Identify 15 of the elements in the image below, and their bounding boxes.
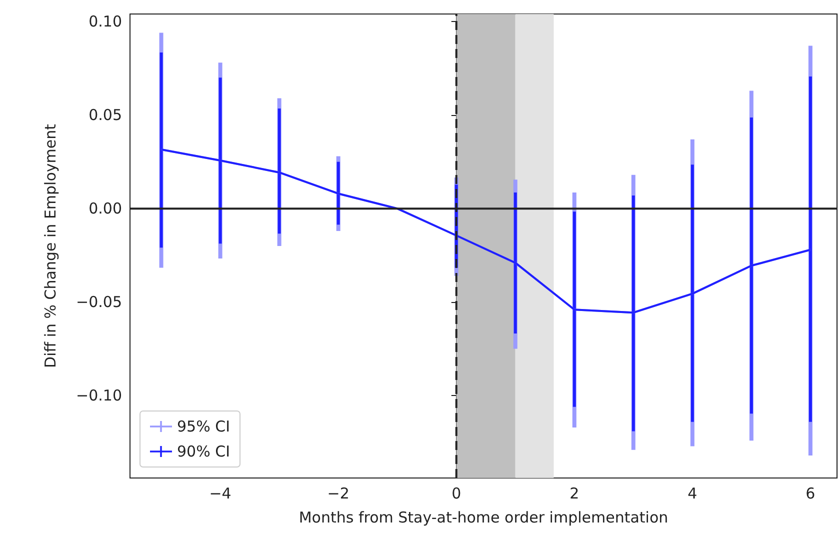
- x-tick-label: 6: [806, 484, 816, 502]
- x-tick-label: 0: [452, 484, 462, 502]
- x-tick-label: 2: [570, 484, 580, 502]
- y-tick-label: 0.05: [88, 106, 122, 124]
- y-tick-label: −0.05: [76, 293, 122, 312]
- legend-label: 90% CI: [177, 442, 230, 460]
- legend-label: 95% CI: [177, 418, 230, 436]
- x-tick-label: 4: [688, 484, 698, 502]
- y-tick-label: 0.00: [88, 200, 122, 218]
- y-axis-title: Diff in % Change in Employment: [42, 124, 60, 368]
- y-tick-label: −0.10: [76, 386, 122, 405]
- x-tick-label: −2: [327, 484, 350, 502]
- y-tick-label: 0.10: [88, 12, 122, 30]
- x-tick-label: −4: [209, 484, 232, 502]
- x-axis-title: Months from Stay-at-home order implementation: [298, 508, 668, 526]
